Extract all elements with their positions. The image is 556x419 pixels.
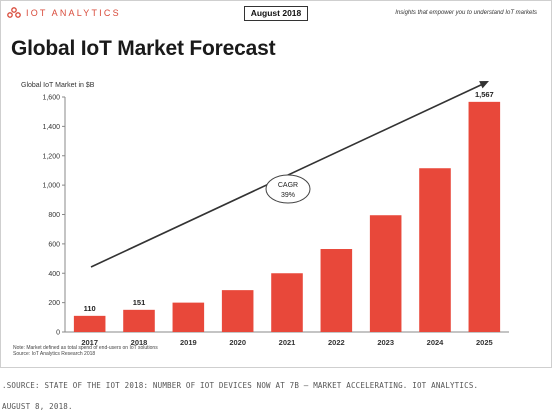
brand-logo-icon [7, 7, 21, 18]
bar [468, 101, 501, 332]
y-tick-label: 1,200 [42, 153, 60, 160]
data-label: 151 [133, 298, 146, 307]
bar [73, 315, 106, 332]
cagr-label: CAGR [278, 182, 298, 189]
source-line: Source: IoT Analytics Research 2018 [13, 351, 96, 357]
y-tick-label: 1,000 [42, 183, 60, 190]
x-tick-label: 2017 [81, 338, 98, 347]
y-tick-label: 400 [48, 271, 60, 278]
y-tick-label: 600 [48, 241, 60, 248]
bar [419, 168, 451, 332]
date-badge: August 2018 [244, 6, 308, 21]
bar [369, 215, 402, 332]
brand: IOT ANALYTICS [7, 7, 121, 19]
cagr-value: 39% [281, 192, 295, 199]
x-tick-label: 2020 [229, 338, 246, 347]
y-tick-label: 1,600 [42, 95, 60, 102]
x-tick-label: 2025 [476, 338, 493, 347]
chart-card: IOT ANALYTICS August 2018 Insights that … [0, 0, 552, 368]
x-tick-label: 2024 [427, 338, 445, 347]
image-caption-line2: AUGUST 8, 2018. [2, 402, 73, 411]
y-tick-label: 1,400 [42, 124, 60, 131]
y-tick-label: 0 [56, 330, 60, 337]
brand-name: IOT ANALYTICS [26, 8, 121, 18]
note-line: Note: Market defined as total spend of e… [13, 345, 158, 351]
cagr-ellipse [265, 174, 311, 204]
x-tick-label: 2023 [377, 338, 394, 347]
bar-chart: 0 200 400 600 800 1,000 1,200 1,400 1,600 2017 110… [42, 81, 509, 347]
bar [271, 273, 303, 332]
data-label: 1,567 [475, 90, 494, 99]
y-axis-label: Global IoT Market in $B [21, 82, 95, 89]
x-tick-label: 2018 [131, 338, 148, 347]
y-tick-label: 200 [48, 300, 60, 307]
tagline: Insights that empower you to understand … [395, 10, 537, 16]
bar [221, 290, 254, 332]
y-tick-label: 800 [48, 212, 60, 219]
x-tick-label: 2022 [328, 338, 345, 347]
bar [320, 249, 353, 332]
bar [172, 302, 205, 332]
bar [123, 309, 155, 332]
x-tick-label: 2021 [279, 338, 296, 347]
x-tick-label: 2019 [180, 338, 197, 347]
trend-arrowhead-icon [479, 81, 489, 89]
image-caption-line1: .SOURCE: STATE OF THE IOT 2018: NUMBER O… [2, 381, 479, 390]
data-label: 110 [84, 304, 96, 313]
page-title: Global IoT Market Forecast [11, 37, 276, 60]
chart-notes: Note: Market defined as total spend of e… [13, 345, 158, 357]
